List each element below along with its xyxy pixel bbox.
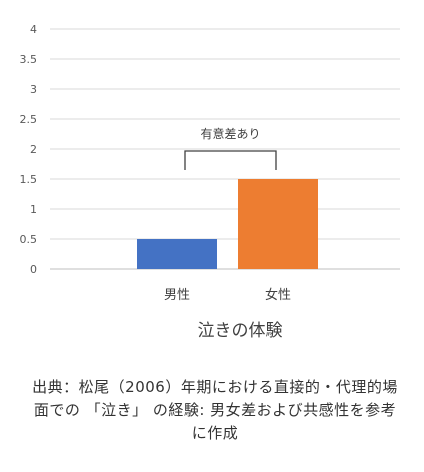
bar-male xyxy=(137,239,217,269)
significance-annotation: 有意差あり xyxy=(184,126,277,170)
y-tick-label: 2.5 xyxy=(20,113,38,126)
source-caption: 出典：松尾（2006）年期における直接的・代理的場面での 「泣き」 の経験: 男… xyxy=(32,378,398,442)
y-tick-label: 1.5 xyxy=(20,173,38,186)
y-tick-label: 3 xyxy=(30,83,37,96)
y-tick-label: 2 xyxy=(30,143,37,156)
gridlines xyxy=(50,28,400,270)
y-axis-tick-labels: 0 0.5 1 1.5 2 2.5 3 3.5 4 xyxy=(20,23,38,276)
x-category-label: 男性 xyxy=(164,288,190,303)
y-tick-label: 1 xyxy=(30,203,37,216)
significance-bracket xyxy=(184,150,277,170)
bar-female xyxy=(238,179,318,269)
y-tick-label: 0 xyxy=(30,263,37,276)
y-tick-label: 4 xyxy=(30,23,37,36)
bar-chart: 0 0.5 1 1.5 2 2.5 3 3.5 4 男性 女性 有意差あり 泣きの体験 xyxy=(20,23,400,341)
y-tick-label: 0.5 xyxy=(20,233,38,246)
significance-label: 有意差あり xyxy=(200,126,260,141)
x-axis-title: 泣きの体験 xyxy=(198,321,283,341)
y-tick-label: 3.5 xyxy=(20,53,38,66)
x-category-label: 女性 xyxy=(265,287,291,303)
bars xyxy=(137,179,318,269)
x-axis-category-labels: 男性 女性 xyxy=(164,287,291,303)
